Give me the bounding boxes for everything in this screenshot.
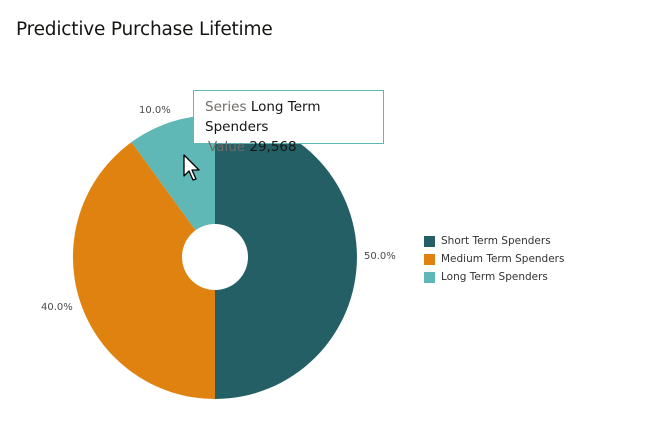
legend-label: Long Term Spenders [441, 271, 548, 283]
slice-label-medium: 40.0% [41, 302, 73, 313]
legend-item-short-term[interactable]: Short Term Spenders [424, 232, 564, 250]
slice-long-term-spenders[interactable] [131, 114, 216, 257]
donut-hole [182, 224, 248, 290]
legend: Short Term Spenders Medium Term Spenders… [424, 232, 564, 286]
slice-medium-term-spenders[interactable] [72, 142, 215, 400]
legend-item-long-term[interactable]: Long Term Spenders [424, 268, 564, 286]
legend-swatch [424, 271, 435, 283]
legend-swatch [424, 235, 435, 247]
mouse-pointer-icon [183, 154, 200, 181]
slice-short-term-spenders[interactable] [215, 115, 357, 399]
tooltip-value-value: 29,568 [249, 139, 297, 155]
tooltip-value-key: Value [208, 139, 246, 155]
legend-item-medium-term[interactable]: Medium Term Spenders [424, 250, 564, 268]
tooltip-series-value: Long Term Spenders [205, 99, 321, 135]
legend-label: Short Term Spenders [441, 235, 551, 247]
legend-label: Medium Term Spenders [441, 253, 565, 265]
legend-swatch [424, 253, 435, 265]
slice-label-long: 10.0% [139, 105, 171, 116]
tooltip-series-key: Series [205, 99, 247, 115]
chart-title: Predictive Purchase Lifetime [16, 19, 273, 40]
slice-label-short: 50.0% [364, 251, 396, 262]
chart-tooltip: Series Long Term Spenders Value 29,568 [193, 90, 384, 155]
